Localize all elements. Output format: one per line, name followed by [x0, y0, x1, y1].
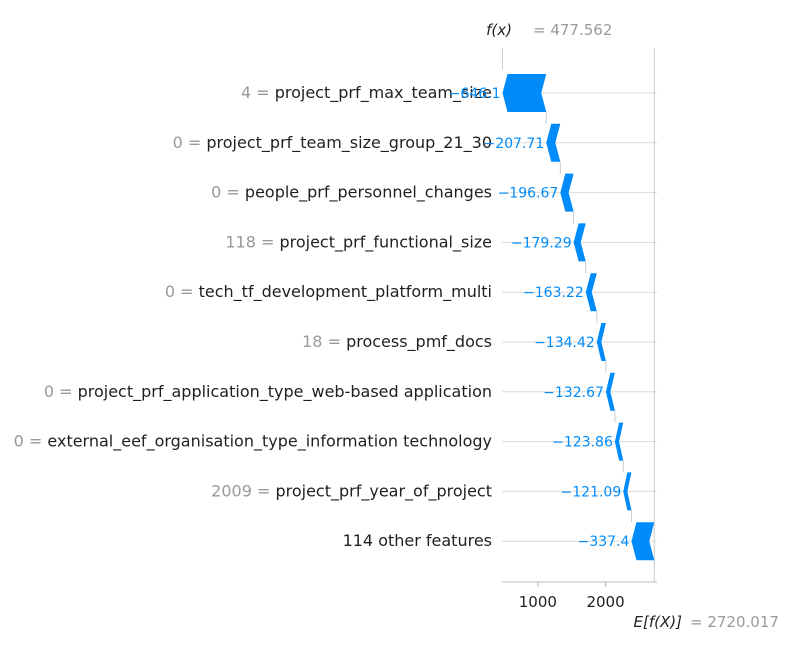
- waterfall-bar: [502, 74, 547, 112]
- waterfall-bar: [585, 273, 597, 312]
- feature-value: 0 =: [14, 432, 48, 451]
- fx-value: = 477.562: [533, 21, 612, 39]
- label-layer: 4 = project_prf_max_team_size−646.1 0 = p…: [14, 83, 630, 550]
- feature-label: 2009 = project_prf_year_of_project: [211, 481, 492, 501]
- contribution-label: −134.42: [534, 335, 595, 351]
- contribution-label: −132.67: [543, 385, 604, 401]
- x-tick-label: 2000: [586, 593, 624, 611]
- feature-value: 118 =: [225, 232, 279, 251]
- feature-name: process_pmf_docs: [346, 332, 492, 352]
- feature-name: external_eef_organisation_type_informati…: [47, 432, 492, 452]
- contribution-label: −179.29: [511, 235, 572, 251]
- feature-name: tech_tf_development_platform_multi: [199, 282, 492, 302]
- ex-label: E[f(X)]: [634, 613, 683, 631]
- bar-layer: [502, 74, 655, 561]
- feature-label: 0 = project_prf_application_type_web-bas…: [44, 382, 492, 402]
- feature-value: 2009 =: [211, 481, 275, 500]
- waterfall-bar: [546, 123, 561, 162]
- waterfall-bar: [623, 472, 632, 511]
- feature-label: 0 = project_prf_team_size_group_21_30: [173, 133, 492, 153]
- feature-value: 0 =: [173, 133, 207, 152]
- waterfall-bar: [596, 323, 606, 361]
- feature-value: 4 =: [241, 83, 275, 102]
- feature-name: project_prf_max_team_size: [275, 83, 492, 103]
- feature-label: 0 = external_eef_organisation_type_infor…: [14, 432, 492, 452]
- contribution-label: −163.22: [523, 285, 584, 301]
- waterfall-bar: [573, 223, 586, 262]
- feature-label: 0 = people_prf_personnel_changes: [211, 183, 492, 203]
- contribution-label: −121.09: [561, 484, 622, 500]
- contribution-label: −207.71: [484, 136, 545, 152]
- contribution-label: −337.4: [578, 534, 630, 550]
- contribution-label: −123.86: [552, 435, 613, 451]
- axis-layer: 1000 2000: [502, 581, 657, 611]
- feature-label: 0 = tech_tf_development_platform_multi: [165, 282, 492, 302]
- feature-name: project_prf_functional_size: [279, 232, 492, 252]
- ex-value: = 2720.017: [690, 613, 779, 631]
- x-tick-label: 1000: [519, 593, 557, 611]
- waterfall-bar: [631, 522, 655, 561]
- fx-label: f(x): [486, 21, 512, 39]
- grid-layer: [502, 48, 657, 582]
- waterfall-bar: [605, 372, 615, 411]
- feature-value: 18 =: [302, 332, 346, 351]
- feature-name: people_prf_personnel_changes: [245, 183, 492, 203]
- feature-label: 4 = project_prf_max_team_size: [241, 83, 492, 103]
- feature-label: 118 = project_prf_functional_size: [225, 232, 492, 252]
- feature-label: 114 other features: [343, 531, 492, 550]
- waterfall-bar: [614, 422, 624, 461]
- feature-value: 0 =: [44, 382, 78, 401]
- feature-name: project_prf_year_of_project: [275, 481, 492, 501]
- feature-value: 0 =: [165, 282, 199, 301]
- feature-name: project_prf_team_size_group_21_30: [206, 133, 492, 153]
- contribution-label: −646.1: [449, 86, 501, 102]
- feature-label: 18 = process_pmf_docs: [302, 332, 492, 352]
- waterfall-bar: [560, 173, 574, 212]
- contribution-label: −196.67: [498, 186, 559, 202]
- feature-name: 114 other features: [343, 531, 492, 550]
- feature-value: 0 =: [211, 183, 245, 202]
- feature-name: project_prf_application_type_web-based a…: [78, 382, 492, 402]
